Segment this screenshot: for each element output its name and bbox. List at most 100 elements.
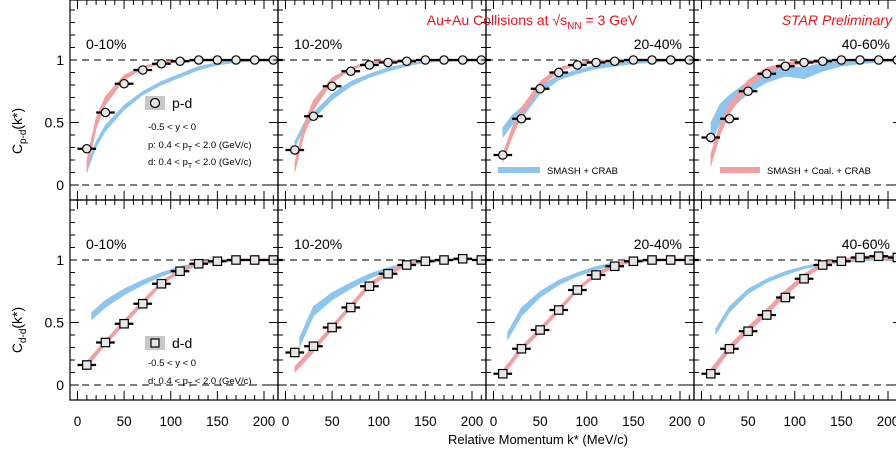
- x-tick-label: 150: [206, 414, 229, 429]
- data-point-marker: [327, 81, 337, 92]
- data-point: [568, 60, 587, 70]
- x-tick-label: 0: [698, 414, 706, 429]
- legend-pd-cut-d: d: 0.4 < pT < 2.0 (GeV/c): [148, 157, 252, 170]
- data-point-marker: [289, 145, 300, 155]
- x-tick-label: 150: [830, 414, 853, 429]
- data-point: [152, 58, 171, 69]
- data-point-marker: [100, 337, 111, 348]
- ylabel-pd: Cp-d(k*): [9, 108, 29, 154]
- data-point-marker: [308, 111, 319, 122]
- x-tick-label: 150: [414, 414, 437, 429]
- data-point-marker: [609, 56, 620, 67]
- data-point: [114, 318, 134, 329]
- data-point-marker: [81, 143, 92, 154]
- data-point: [245, 255, 265, 265]
- data-point: [757, 310, 777, 320]
- legend-dd: d-d -0.5 < y < 0 d: 0.4 < pT < 2.0 (GeV/…: [145, 335, 252, 389]
- data-point: [813, 56, 833, 67]
- data-point: [605, 56, 625, 67]
- data-point: [77, 143, 97, 154]
- centrality-label: 40-60%: [842, 236, 890, 252]
- data-point: [493, 150, 513, 160]
- data-point: [493, 368, 513, 379]
- data-point: [720, 113, 739, 124]
- panel-frame: [693, 199, 896, 401]
- data-point-marker: [799, 57, 809, 68]
- legend-smash-coal-crab-label: SMASH + Coal. + CRAB: [767, 166, 871, 177]
- data-point: [285, 347, 305, 358]
- band-smash-coal-crab: [502, 59, 690, 163]
- x-tick-label: 50: [117, 414, 132, 429]
- data-point: [624, 256, 643, 267]
- data-point-marker: [457, 55, 468, 65]
- data-point-marker: [249, 55, 260, 65]
- data-point: [170, 266, 190, 277]
- data-point-marker: [212, 55, 223, 65]
- data-point-marker: [289, 347, 300, 358]
- data-point: [661, 255, 681, 265]
- data-point-marker: [628, 55, 639, 65]
- data-point: [586, 57, 606, 68]
- data-point-marker: [591, 57, 601, 68]
- data-point: [304, 341, 323, 352]
- data-point: [208, 55, 227, 65]
- x-tick-label: 50: [325, 414, 340, 429]
- legend-pd-cut-p: p: 0.4 < pT < 2.0 (GeV/c): [148, 140, 252, 153]
- data-point: [701, 368, 721, 379]
- x-tick-label: 100: [575, 414, 598, 429]
- x-tick-label: 0: [490, 414, 498, 429]
- band-smash-coal-crab: [294, 59, 482, 173]
- data-point-marker: [327, 322, 337, 333]
- x-tick-label: 200: [253, 414, 276, 429]
- data-point: [888, 55, 896, 65]
- data-point-marker: [855, 55, 865, 65]
- legend-dd-label: d-d: [172, 335, 192, 351]
- data-point-marker: [724, 113, 735, 124]
- data-point: [285, 145, 305, 155]
- data-point-marker: [516, 113, 527, 124]
- data-point-marker: [535, 83, 545, 94]
- data-point: [341, 66, 361, 77]
- data-point: [322, 81, 342, 92]
- data-point: [378, 57, 398, 68]
- data-point: [453, 55, 473, 65]
- data-point-marker: [175, 56, 185, 67]
- y-tick-label: 1: [56, 252, 64, 268]
- panel-dd-20-40: 20-40% 0 50 100 150 200: [485, 199, 699, 429]
- data-point: [397, 260, 417, 270]
- data-point-marker: [193, 55, 204, 65]
- centrality-label: 20-40%: [634, 236, 682, 252]
- data-point-marker: [743, 86, 753, 97]
- data-point: [794, 57, 814, 68]
- data-point-marker: [119, 78, 129, 89]
- data-point: [96, 107, 115, 118]
- data-point: [304, 111, 323, 122]
- x-tick-label: 150: [622, 414, 645, 429]
- x-tick-label: 200: [461, 414, 484, 429]
- y-tick-label: 0: [56, 377, 64, 393]
- data-point-marker: [516, 343, 527, 354]
- data-point-marker: [212, 256, 223, 267]
- data-point: [530, 325, 550, 335]
- data-point-marker: [231, 255, 241, 265]
- data-point: [568, 285, 587, 295]
- panel-frame: [69, 199, 279, 401]
- data-point: [208, 256, 227, 267]
- data-point: [738, 326, 758, 337]
- data-point: [776, 61, 795, 72]
- data-point: [360, 281, 379, 292]
- x-tick-label: 100: [783, 414, 806, 429]
- ylabel-dd: Cd-d(k*): [9, 307, 29, 353]
- data-point-marker: [439, 55, 449, 65]
- legend-smash-coal-crab: SMASH + Coal. + CRAB: [720, 166, 871, 177]
- data-point: [869, 251, 889, 262]
- figure-title: Au+Au Collisions at √sNN = 3 GeV: [427, 12, 638, 32]
- band-smash-crab: [86, 59, 274, 173]
- data-point: [416, 55, 435, 65]
- legend-dd-cut-d: d: 0.4 < pT < 2.0 (GeV/c): [148, 376, 252, 389]
- data-point: [152, 278, 171, 289]
- data-point-marker: [591, 270, 601, 280]
- data-point-marker: [743, 326, 753, 337]
- data-point: [133, 298, 153, 309]
- data-point-marker: [401, 260, 412, 270]
